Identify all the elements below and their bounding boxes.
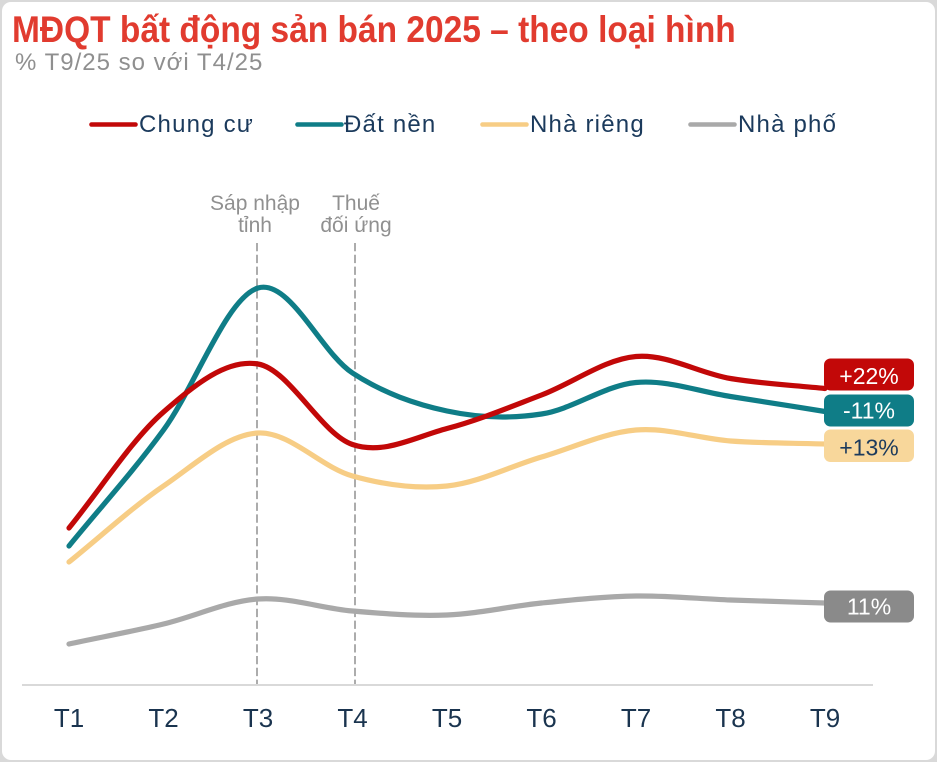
svg-text:T6: T6: [526, 703, 556, 733]
svg-text:T3: T3: [243, 703, 273, 733]
svg-text:Đất nền: Đất nền: [344, 111, 436, 138]
svg-text:+22%: +22%: [839, 363, 898, 389]
svg-text:+13%: +13%: [839, 435, 898, 461]
svg-text:tỉnh: tỉnh: [238, 214, 272, 237]
svg-text:11%: 11%: [847, 594, 891, 620]
svg-text:T7: T7: [621, 703, 651, 733]
svg-text:-11%: -11%: [843, 398, 895, 424]
svg-text:Nhà riêng: Nhà riêng: [530, 111, 645, 138]
svg-text:T8: T8: [715, 703, 745, 733]
svg-text:đối ứng: đối ứng: [320, 214, 391, 237]
svg-text:T9: T9: [810, 703, 840, 733]
svg-text:Chung cư: Chung cư: [139, 111, 254, 138]
svg-text:T1: T1: [54, 703, 84, 733]
svg-text:T2: T2: [148, 703, 178, 733]
svg-text:Thuế: Thuế: [332, 192, 380, 215]
svg-text:T4: T4: [337, 703, 367, 733]
svg-text:Nhà phố: Nhà phố: [738, 111, 837, 138]
svg-text:Sáp nhập: Sáp nhập: [210, 192, 300, 215]
svg-text:T5: T5: [432, 703, 462, 733]
